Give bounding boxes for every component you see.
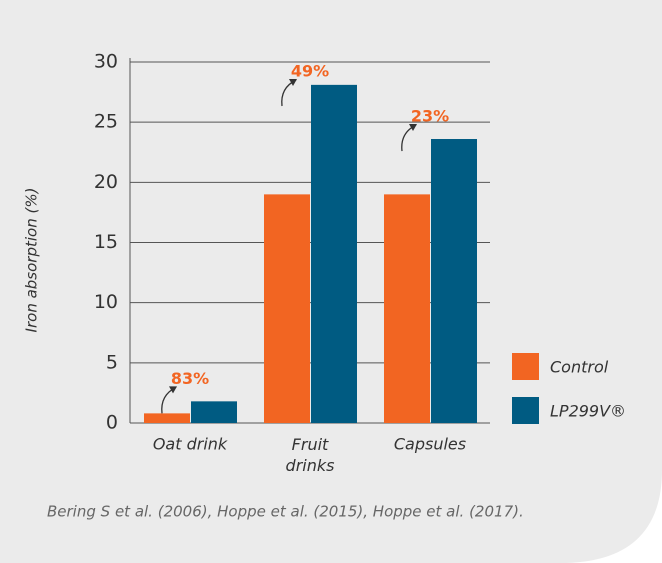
- bar: [431, 139, 477, 423]
- y-tick-label: 15: [94, 231, 118, 253]
- legend-swatch: [512, 353, 539, 380]
- annotation: 49%: [291, 62, 329, 81]
- arrow-head: [169, 386, 177, 394]
- y-tick-label: 20: [94, 171, 118, 193]
- bar: [191, 401, 237, 423]
- x-tick-label: Oat drink: [153, 435, 228, 454]
- y-tick-label: 30: [94, 51, 118, 73]
- y-tick-label: 5: [106, 351, 118, 373]
- legend-swatch: [512, 397, 539, 424]
- legend-label: Control: [550, 358, 609, 377]
- arrow-head: [289, 79, 297, 86]
- y-tick-label: 25: [94, 111, 118, 133]
- legend-label: LP299V®: [550, 402, 626, 421]
- y-tick-label: 0: [106, 412, 118, 434]
- arrow-head: [409, 124, 417, 132]
- annotation: 83%: [171, 369, 209, 388]
- x-tick-label: Fruit drinks: [286, 435, 335, 475]
- bar: [264, 194, 310, 423]
- bar: [311, 84, 357, 423]
- y-tick-label: 10: [94, 291, 118, 313]
- source-note: Bering S et al. (2006), Hoppe et al. (20…: [47, 503, 524, 521]
- bar: [144, 413, 190, 423]
- y-axis-label: Iron absorption (%): [23, 188, 41, 333]
- annotation: 23%: [411, 107, 449, 126]
- bar: [384, 194, 430, 423]
- x-tick-label: Capsules: [394, 435, 466, 454]
